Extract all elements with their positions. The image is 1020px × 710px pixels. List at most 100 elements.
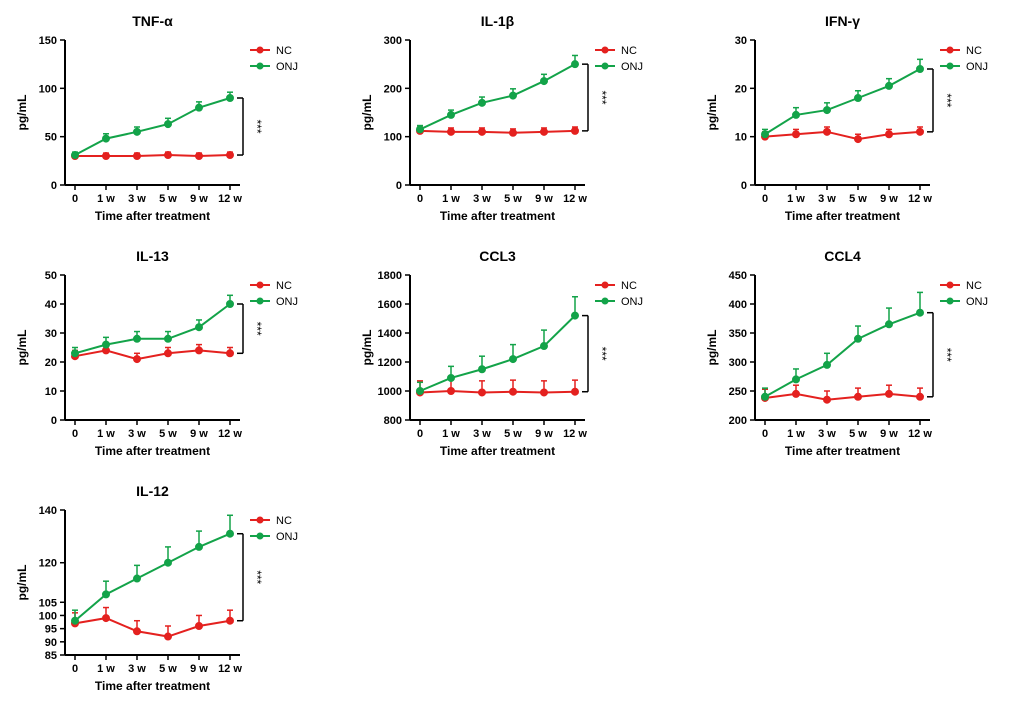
marker-onj	[165, 335, 172, 342]
marker-onj	[824, 107, 831, 114]
marker-onj	[196, 104, 203, 111]
y-tick-label: 0	[396, 180, 402, 192]
marker-nc	[196, 623, 203, 630]
chart-panel: CCL38001000120014001600180001 w3 w5 w9 w…	[355, 245, 675, 465]
x-tick-label: 5 w	[159, 663, 177, 675]
marker-onj	[886, 321, 893, 328]
legend-marker-onj	[602, 63, 609, 70]
x-tick-label: 0	[762, 428, 768, 440]
x-axis-label: Time after treatment	[440, 209, 555, 223]
x-tick-label: 3 w	[473, 428, 491, 440]
y-tick-label: 150	[39, 35, 57, 47]
chart-grid: TNF-α05010015001 w3 w5 w9 w12 wTime afte…	[0, 0, 1020, 710]
legend-label-onj: ONJ	[276, 296, 298, 308]
marker-onj	[134, 335, 141, 342]
legend-marker-onj	[257, 533, 264, 540]
marker-nc	[103, 615, 110, 622]
chart-title: IFN-γ	[825, 13, 860, 29]
marker-onj	[227, 301, 234, 308]
x-tick-label: 1 w	[97, 663, 115, 675]
y-tick-label: 40	[45, 299, 57, 311]
marker-nc	[134, 153, 141, 160]
x-tick-label: 5 w	[849, 193, 867, 205]
marker-nc	[855, 393, 862, 400]
x-tick-label: 1 w	[97, 428, 115, 440]
x-tick-label: 3 w	[128, 663, 146, 675]
marker-nc	[886, 390, 893, 397]
marker-onj	[227, 95, 234, 102]
y-tick-label: 1800	[378, 270, 402, 282]
sig-label: ***	[595, 91, 609, 105]
y-tick-label: 10	[45, 386, 57, 398]
legend-label-nc: NC	[966, 45, 982, 57]
x-tick-label: 0	[417, 193, 423, 205]
legend-label-nc: NC	[276, 515, 292, 527]
marker-onj	[793, 376, 800, 383]
x-tick-label: 3 w	[128, 428, 146, 440]
marker-onj	[855, 335, 862, 342]
x-tick-label: 9 w	[190, 428, 208, 440]
x-tick-label: 0	[762, 193, 768, 205]
marker-onj	[448, 111, 455, 118]
y-tick-label: 400	[729, 299, 747, 311]
chart-panel: CCL420025030035040045001 w3 w5 w9 w12 wT…	[700, 245, 1020, 465]
legend-marker-onj	[947, 298, 954, 305]
x-tick-label: 5 w	[504, 428, 522, 440]
marker-onj	[479, 366, 486, 373]
marker-onj	[165, 559, 172, 566]
chart-title: CCL3	[479, 248, 516, 264]
x-axis-label: Time after treatment	[95, 679, 210, 693]
marker-nc	[227, 617, 234, 624]
x-tick-label: 12 w	[218, 193, 242, 205]
y-tick-label: 200	[384, 83, 402, 95]
legend-marker-nc	[257, 47, 264, 54]
y-tick-label: 30	[45, 328, 57, 340]
marker-nc	[572, 127, 579, 134]
marker-onj	[196, 324, 203, 331]
series-line-onj	[75, 304, 230, 353]
marker-nc	[196, 347, 203, 354]
x-tick-label: 12 w	[218, 663, 242, 675]
marker-onj	[448, 374, 455, 381]
marker-onj	[227, 530, 234, 537]
x-tick-label: 9 w	[880, 193, 898, 205]
y-tick-label: 20	[45, 357, 57, 369]
marker-onj	[572, 61, 579, 68]
marker-onj	[134, 128, 141, 135]
y-tick-label: 800	[384, 415, 402, 427]
marker-nc	[165, 152, 172, 159]
legend-label-nc: NC	[276, 45, 292, 57]
marker-onj	[103, 135, 110, 142]
marker-onj	[72, 617, 79, 624]
marker-nc	[793, 131, 800, 138]
x-tick-label: 12 w	[563, 428, 587, 440]
x-tick-label: 5 w	[504, 193, 522, 205]
series-line-onj	[765, 69, 920, 134]
legend-marker-nc	[947, 282, 954, 289]
legend-marker-nc	[257, 282, 264, 289]
marker-nc	[793, 390, 800, 397]
marker-nc	[479, 389, 486, 396]
y-tick-label: 100	[39, 610, 57, 622]
marker-nc	[227, 350, 234, 357]
x-tick-label: 3 w	[818, 193, 836, 205]
marker-nc	[541, 389, 548, 396]
marker-nc	[134, 628, 141, 635]
marker-nc	[134, 356, 141, 363]
sig-label: ***	[250, 120, 264, 134]
y-axis-label: pg/mL	[360, 330, 374, 366]
x-tick-label: 1 w	[787, 193, 805, 205]
y-tick-label: 0	[741, 180, 747, 192]
marker-onj	[479, 99, 486, 106]
chart-panel: TNF-α05010015001 w3 w5 w9 w12 wTime afte…	[10, 10, 330, 230]
series-line-nc	[420, 391, 575, 392]
marker-onj	[417, 388, 424, 395]
x-tick-label: 9 w	[190, 663, 208, 675]
legend-label-onj: ONJ	[966, 61, 988, 73]
y-tick-label: 90	[45, 637, 57, 649]
y-tick-label: 85	[45, 650, 57, 662]
x-axis-label: Time after treatment	[440, 444, 555, 458]
x-axis-label: Time after treatment	[95, 209, 210, 223]
series-line-onj	[75, 534, 230, 621]
y-tick-label: 350	[729, 328, 747, 340]
